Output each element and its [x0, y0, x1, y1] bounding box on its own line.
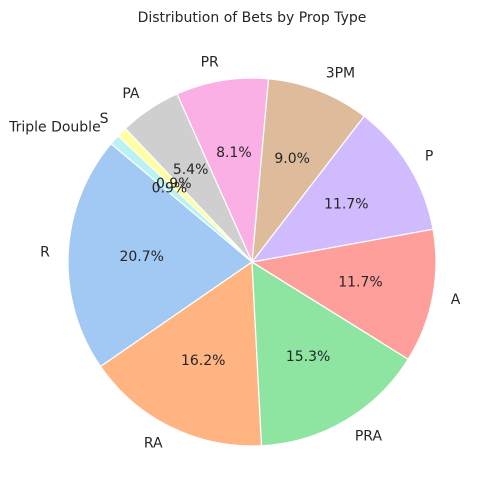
percent-labels: 20.7%16.2% 15.3%11.7%11.7%9.0%8.1%5.4%0.9…: [119, 145, 382, 369]
pie-slice-pra: [251, 260, 410, 447]
category-label-pr: PR: [201, 54, 219, 70]
pie-slices: [67, 77, 437, 447]
pie-slice-3pm: [251, 78, 366, 265]
category-label-r: R: [40, 244, 50, 260]
category-label-s: S: [100, 111, 109, 127]
percent-label-ra: 16.2%: [181, 353, 225, 369]
pie-slice-pr: [176, 77, 270, 265]
percent-label-pr: 8.1%: [216, 145, 252, 161]
pie-slice-p: [250, 115, 434, 263]
category-label-ra: RA: [144, 436, 163, 452]
percent-label-3pm: 9.0%: [274, 151, 310, 167]
category-label-a: A: [451, 292, 461, 308]
category-label-p: P: [425, 149, 433, 165]
category-label-pra: PRA: [355, 428, 383, 444]
pie-slice-a: [250, 228, 437, 361]
pie-slice-ra: [99, 260, 263, 447]
percent-label-s: 0.9%: [156, 176, 192, 192]
category-label-3pm: 3PM: [326, 65, 355, 81]
percent-label-pa: 5.4%: [173, 162, 209, 178]
pie-slice-triple-double: [110, 135, 253, 263]
percent-label-r: 20.7%: [119, 249, 163, 265]
pie-slice-r: [67, 142, 253, 368]
category-label-triple-double: Triple Double: [8, 120, 101, 136]
percent-label-p: 11.7%: [324, 197, 368, 213]
percent-label-triple-double: 0.9%: [152, 181, 188, 197]
chart-title: Distribution of Bets by Prop Type: [138, 10, 367, 26]
percent-label-a: 11.7%: [338, 275, 382, 291]
category-label-pa: PA: [122, 86, 140, 102]
percent-label-pra: 15.3%: [286, 349, 330, 365]
